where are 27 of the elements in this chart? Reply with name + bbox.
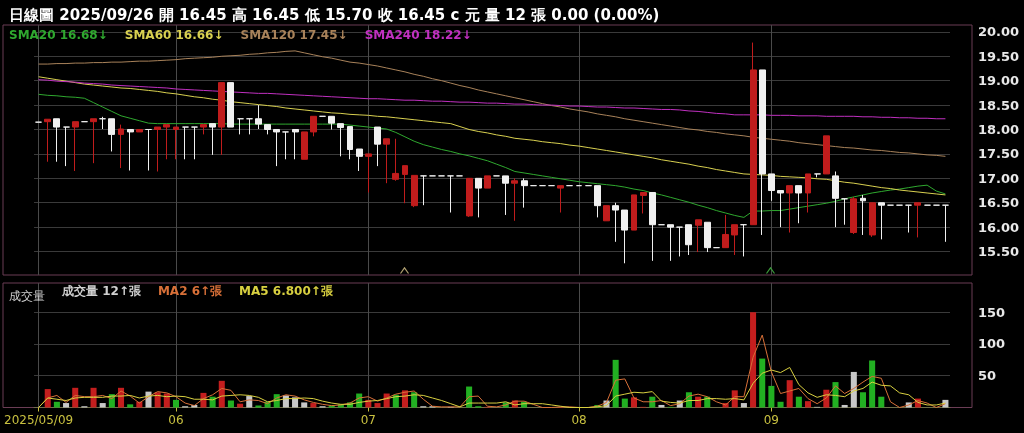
y-tick-label: 18.00 [978, 121, 1020, 137]
y-tick-label: 19.00 [978, 73, 1020, 89]
y-tick-label: 17.00 [978, 170, 1020, 186]
text: SMA240 18.22↓ [364, 28, 472, 42]
text: 成交量 [9, 289, 45, 303]
x-tick-label: 09 [763, 412, 780, 427]
text: MA2 6↑張 [157, 284, 224, 298]
series-label: SMA120 17.45↓ [240, 28, 348, 42]
y-tick-label: 17.50 [978, 146, 1020, 162]
text: 成交量 12↑張 [61, 284, 142, 298]
y-tick-label: 18.50 [978, 97, 1020, 113]
y-tick-label: 16.50 [978, 195, 1020, 211]
text: SMA60 16.66↓ [124, 28, 224, 42]
chart-title: 日線圖 2025/09/26 開 16.45 高 16.45 低 15.70 收 16.45 c 元 量 12 張 0.00 (0.00%) [9, 5, 660, 24]
y-tick-label: 20.00 [978, 24, 1020, 40]
x-tick-label: 2025/05/09 [3, 412, 74, 427]
text: SMA20 16.68↓ [9, 28, 108, 42]
x-tick-label: 08 [571, 412, 587, 427]
y-tick-label: 16.00 [978, 219, 1020, 235]
y-tick-label: 150 [978, 304, 1006, 320]
x-tick-label: 07 [360, 412, 376, 427]
text: MA5 6.800↑張 [239, 284, 334, 298]
y-tick-label: 19.50 [978, 48, 1020, 64]
y-tick-label: 15.50 [978, 244, 1020, 260]
y-tick-label: 100 [978, 336, 1006, 352]
x-tick-label: 06 [168, 412, 184, 427]
y-tick-label: 50 [978, 368, 997, 384]
